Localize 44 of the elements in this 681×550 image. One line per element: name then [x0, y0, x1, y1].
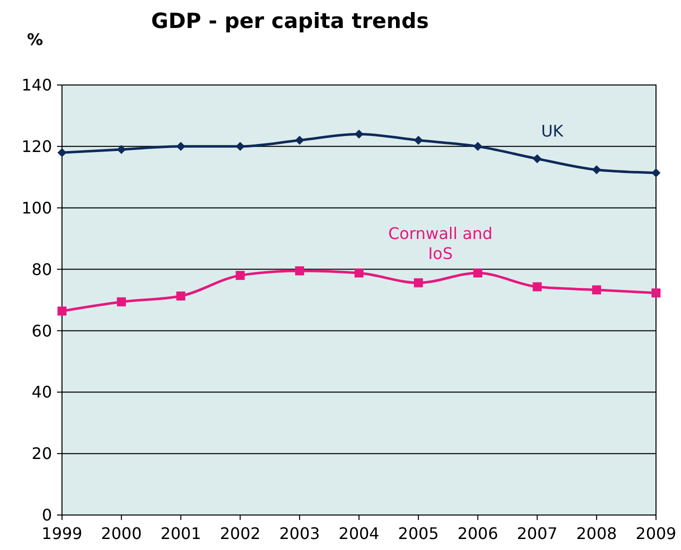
- x-tick-label: 2001: [160, 524, 202, 543]
- y-tick-label: 60: [32, 321, 52, 340]
- point: [176, 142, 186, 151]
- point: [58, 148, 66, 158]
- point: [592, 285, 602, 294]
- x-tick-label: 2008: [576, 524, 617, 543]
- point: [58, 306, 66, 316]
- chart-title: GDP - per capita trends: [151, 9, 429, 33]
- series-label: UK: [541, 122, 564, 141]
- x-tick-label: 2005: [398, 524, 439, 543]
- point: [354, 268, 364, 278]
- point: [236, 270, 245, 280]
- y-tick-label: 140: [21, 76, 52, 95]
- x-tick-label: 2000: [101, 524, 142, 543]
- point: [473, 142, 482, 151]
- point: [176, 292, 186, 301]
- x-tick-label: 2004: [338, 524, 380, 543]
- x-tick-label: 2009: [636, 524, 676, 543]
- y-tick-label: 100: [21, 198, 52, 218]
- point: [414, 136, 423, 145]
- y-axis-title: %: [26, 30, 44, 49]
- y-tick-label: 80: [32, 260, 52, 279]
- y-tick-label: 20: [32, 444, 52, 464]
- x-tick-label: 2003: [279, 524, 320, 543]
- point: [652, 168, 660, 178]
- x-tick-label: 2006: [457, 524, 498, 543]
- point: [354, 130, 364, 139]
- point: [236, 142, 245, 151]
- series-label: Cornwall and IoS: [388, 224, 493, 263]
- point: [652, 288, 660, 298]
- y-tick-label: 120: [21, 137, 52, 156]
- point: [116, 297, 126, 306]
- x-tick-label: 2002: [220, 524, 261, 543]
- point: [592, 165, 602, 174]
- y-tick-label: 0: [42, 506, 52, 525]
- point: [473, 268, 482, 278]
- y-tick-label: 40: [32, 382, 52, 402]
- point: [532, 282, 542, 292]
- point: [532, 154, 542, 164]
- x-tick-label: 1999: [42, 524, 82, 543]
- point: [295, 266, 304, 276]
- point: [295, 136, 304, 145]
- x-tick-label: 2007: [516, 524, 558, 543]
- point: [414, 278, 423, 288]
